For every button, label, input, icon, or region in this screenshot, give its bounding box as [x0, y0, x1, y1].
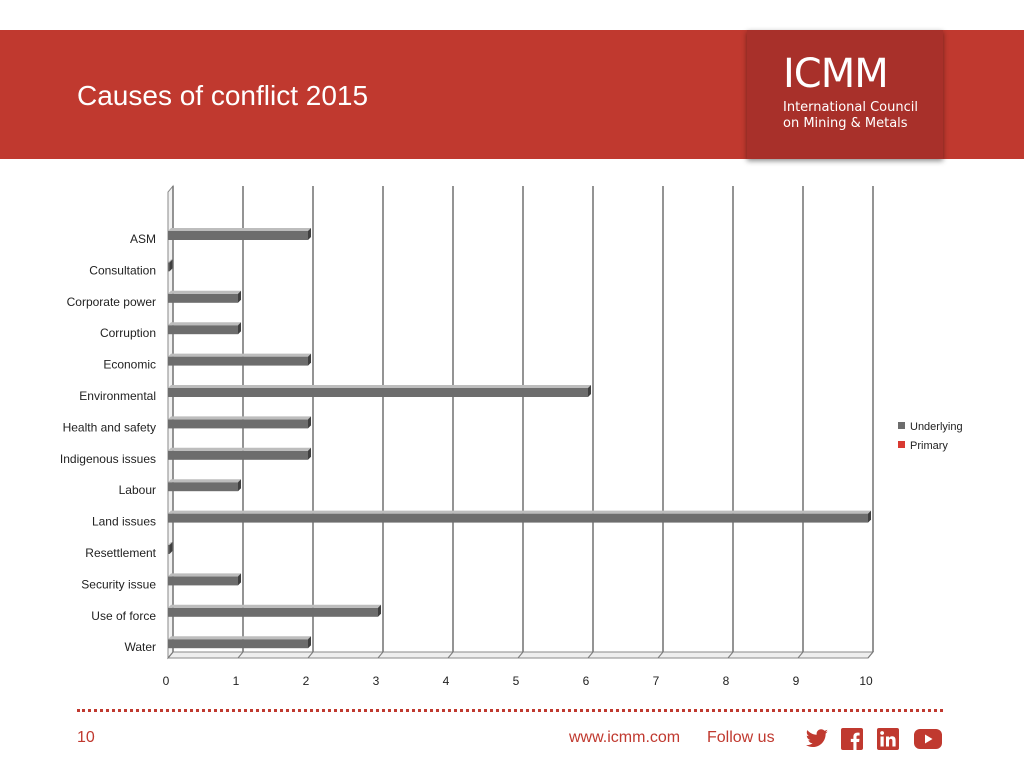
gridline-floor-tick: [727, 651, 734, 659]
category-label: Consultation: [89, 263, 156, 277]
category-label: ASM: [130, 232, 156, 246]
bar-underlying: [168, 510, 871, 523]
gridline-floor-tick: [307, 651, 314, 659]
bar-underlying: [168, 416, 311, 429]
x-tick-label: 0: [163, 674, 170, 688]
legend-swatch-underlying: [898, 422, 905, 429]
footer-divider: [77, 709, 943, 712]
gridline-floor-tick: [377, 651, 384, 659]
legend-label-primary: Primary: [910, 440, 948, 452]
legend-swatch-primary: [898, 441, 905, 448]
category-label: Environmental: [79, 389, 156, 403]
bar-underlying: [168, 447, 311, 460]
x-tick-label: 8: [723, 674, 730, 688]
bar-underlying: [168, 385, 591, 397]
bar-underlying: [168, 353, 311, 366]
category-label: Land issues: [92, 515, 156, 529]
bar-underlying: [168, 259, 173, 272]
logo-subtitle-line-1: International Council: [783, 100, 918, 115]
category-label: Resettlement: [85, 546, 156, 560]
logo-subtitle-line-2: on Mining & Metals: [783, 116, 908, 131]
conflict-causes-chart: 0 1 2 3 4 5 6 7 8 9 10 ASM Consultation Corporate pow…: [60, 184, 963, 688]
category-label: Labour: [119, 483, 156, 497]
category-label: Water: [124, 640, 156, 654]
x-tick-label: 7: [653, 674, 660, 688]
x-tick-label: 10: [859, 674, 873, 688]
category-label: Security issue: [81, 577, 156, 591]
x-tick-label: 9: [793, 674, 800, 688]
category-label: Use of force: [91, 609, 156, 623]
icmm-logo: ICMM International Council on Mining & M…: [747, 30, 943, 159]
category-label: Corruption: [100, 326, 156, 340]
twitter-icon[interactable]: [805, 728, 829, 750]
bar-underlying: [168, 290, 241, 303]
x-tick-label: 5: [513, 674, 520, 688]
youtube-icon[interactable]: [913, 728, 943, 750]
gridline-floor-tick: [867, 651, 874, 659]
gridline-floor-tick: [657, 651, 664, 659]
bar-underlying: [168, 604, 381, 617]
gridline-floor-tick: [447, 651, 454, 659]
category-label: Health and safety: [63, 420, 156, 434]
x-tick-label: 1: [233, 674, 240, 688]
bar-underlying: [168, 542, 173, 554]
bar-underlying: [168, 636, 311, 649]
bar-underlying: [168, 573, 241, 586]
gridline-floor-tick: [237, 651, 244, 659]
linkedin-icon[interactable]: [876, 728, 900, 750]
logo-subtitle: International Council on Mining & Metals: [783, 100, 918, 132]
x-tick-label: 3: [373, 674, 380, 688]
gridline-floor-tick: [167, 651, 174, 659]
x-tick-label: 6: [583, 674, 590, 688]
facebook-icon[interactable]: [840, 728, 864, 750]
category-label: Indigenous issues: [60, 452, 156, 466]
bar-underlying: [168, 479, 241, 492]
logo-name: ICMM: [783, 51, 889, 97]
gridline-floor-tick: [587, 651, 594, 659]
page-number: 10: [77, 729, 95, 746]
category-label: Corporate power: [67, 295, 156, 309]
legend-label-underlying: Underlying: [910, 421, 963, 433]
gridline-floor-tick: [517, 651, 524, 659]
gridline-floor-tick: [797, 651, 804, 659]
slide-title: Causes of conflict 2015: [77, 80, 369, 111]
bar-underlying: [168, 228, 311, 240]
follow-us-label: Follow us: [707, 729, 775, 746]
website-link[interactable]: www.icmm.com: [569, 729, 681, 746]
bar-underlying: [168, 322, 241, 335]
x-tick-label: 2: [303, 674, 310, 688]
x-tick-label: 4: [443, 674, 450, 688]
category-label: Economic: [103, 358, 156, 372]
